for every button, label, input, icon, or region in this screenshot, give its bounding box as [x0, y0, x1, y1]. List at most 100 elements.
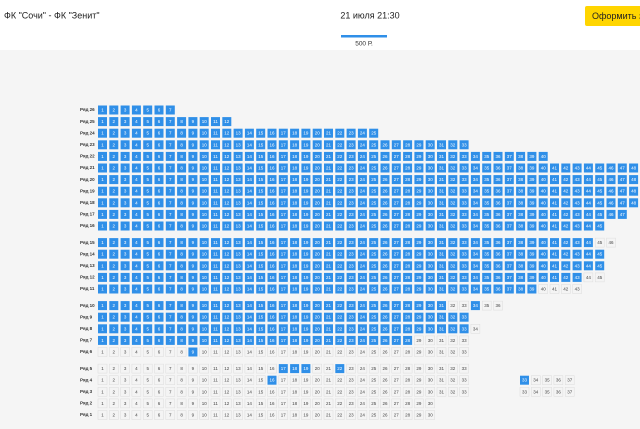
seat[interactable]: 6: [154, 151, 164, 161]
seat[interactable]: 8: [177, 335, 187, 345]
seat[interactable]: 15: [256, 151, 266, 161]
seat[interactable]: 24: [357, 272, 367, 282]
seat[interactable]: 25: [369, 261, 379, 271]
seat[interactable]: 22: [335, 140, 345, 150]
seat[interactable]: 22: [335, 284, 345, 294]
seat[interactable]: 4: [131, 272, 141, 282]
seat[interactable]: 33: [459, 163, 469, 173]
seat[interactable]: 10: [199, 128, 209, 138]
seat[interactable]: 14: [244, 128, 254, 138]
seat[interactable]: 25: [369, 175, 379, 185]
seat[interactable]: 18: [290, 335, 300, 345]
seat[interactable]: 3: [120, 209, 130, 219]
seat[interactable]: 13: [233, 261, 243, 271]
seat[interactable]: 2: [109, 151, 119, 161]
seat[interactable]: 36: [493, 221, 503, 231]
seat[interactable]: 16: [267, 128, 277, 138]
seat[interactable]: 24: [357, 209, 367, 219]
seat[interactable]: 35: [482, 249, 492, 259]
seat[interactable]: 24: [357, 312, 367, 322]
seat[interactable]: 32: [448, 261, 458, 271]
seat[interactable]: 19: [301, 364, 311, 374]
seat[interactable]: 35: [482, 186, 492, 196]
seat[interactable]: 24: [357, 151, 367, 161]
seat[interactable]: 11: [211, 312, 220, 322]
seat[interactable]: 39: [527, 249, 537, 259]
seat[interactable]: 10: [199, 209, 209, 219]
seat[interactable]: 37: [504, 221, 514, 231]
seat[interactable]: 40: [538, 261, 548, 271]
seat[interactable]: 11: [211, 301, 220, 311]
seat[interactable]: 30: [425, 209, 435, 219]
seat[interactable]: 37: [504, 151, 514, 161]
seat[interactable]: 13: [233, 128, 243, 138]
seat[interactable]: 25: [369, 272, 379, 282]
seat[interactable]: 28: [403, 335, 413, 345]
seat[interactable]: 1: [98, 198, 107, 208]
seat[interactable]: 25: [369, 312, 379, 322]
seat[interactable]: 42: [561, 163, 571, 173]
seat[interactable]: 21: [324, 335, 333, 345]
seat[interactable]: 5: [143, 117, 153, 127]
seat[interactable]: 30: [425, 140, 435, 150]
seat[interactable]: 3: [120, 186, 130, 196]
seat[interactable]: 40: [538, 198, 548, 208]
seat[interactable]: 27: [391, 140, 401, 150]
seat[interactable]: 30: [425, 198, 435, 208]
seat[interactable]: 44: [583, 238, 593, 248]
seat[interactable]: 45: [595, 163, 605, 173]
seat[interactable]: 34: [470, 209, 480, 219]
seat[interactable]: 3: [120, 163, 130, 173]
seat[interactable]: 39: [527, 284, 537, 294]
seat[interactable]: 7: [165, 238, 175, 248]
seat[interactable]: 30: [425, 284, 435, 294]
seat[interactable]: 5: [143, 312, 153, 322]
seat[interactable]: 6: [154, 221, 164, 231]
seat[interactable]: 35: [482, 209, 492, 219]
seat[interactable]: 9: [188, 312, 198, 322]
seat[interactable]: 48: [629, 163, 639, 173]
seat[interactable]: 9: [188, 238, 198, 248]
seat[interactable]: 1: [98, 186, 107, 196]
seat[interactable]: 8: [177, 186, 187, 196]
seat[interactable]: 6: [154, 128, 164, 138]
seat[interactable]: 3: [120, 324, 130, 334]
seat[interactable]: 1: [98, 272, 107, 282]
seat[interactable]: 29: [414, 198, 424, 208]
seat[interactable]: 41: [550, 272, 559, 282]
seat[interactable]: 16: [267, 238, 277, 248]
seat[interactable]: 45: [595, 221, 605, 231]
seat[interactable]: 1: [98, 249, 107, 259]
seat[interactable]: 30: [425, 272, 435, 282]
seat[interactable]: 32: [448, 140, 458, 150]
seat[interactable]: 24: [357, 284, 367, 294]
seat[interactable]: 31: [437, 175, 446, 185]
seat[interactable]: 36: [493, 198, 503, 208]
seat[interactable]: 2: [109, 312, 119, 322]
seat[interactable]: 8: [177, 117, 187, 127]
seat[interactable]: 35: [482, 261, 492, 271]
seat[interactable]: 29: [414, 186, 424, 196]
seat[interactable]: 29: [414, 301, 424, 311]
seat[interactable]: 29: [414, 249, 424, 259]
seat[interactable]: 41: [550, 238, 559, 248]
seat[interactable]: 2: [109, 186, 119, 196]
seat[interactable]: 15: [256, 163, 266, 173]
seat[interactable]: 39: [527, 175, 537, 185]
seat[interactable]: 28: [403, 312, 413, 322]
seat[interactable]: 48: [629, 198, 639, 208]
seat[interactable]: 25: [369, 335, 379, 345]
seat[interactable]: 23: [346, 128, 356, 138]
seat[interactable]: 27: [391, 151, 401, 161]
seat[interactable]: 36: [493, 238, 503, 248]
seat[interactable]: 2: [109, 221, 119, 231]
seat[interactable]: 21: [324, 151, 333, 161]
seat[interactable]: 30: [425, 163, 435, 173]
seat[interactable]: 33: [459, 175, 469, 185]
seat[interactable]: 31: [437, 261, 446, 271]
seat[interactable]: 20: [312, 209, 322, 219]
seat[interactable]: 7: [165, 272, 175, 282]
seat[interactable]: 32: [448, 312, 458, 322]
seat[interactable]: 8: [177, 128, 187, 138]
seat[interactable]: 23: [346, 335, 356, 345]
